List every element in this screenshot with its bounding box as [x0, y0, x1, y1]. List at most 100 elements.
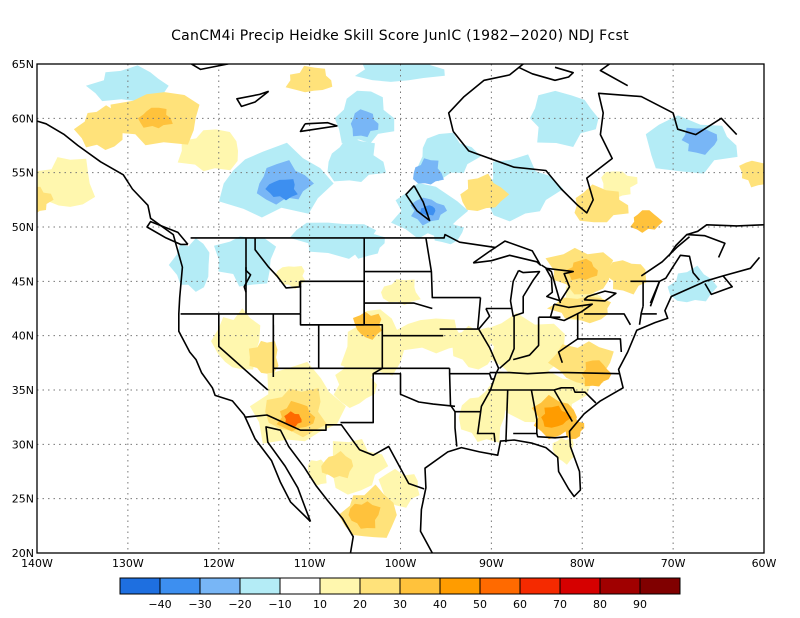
boundary-line: [299, 280, 365, 314]
colorbar-label: 90: [633, 598, 647, 611]
boundary-line: [449, 372, 495, 380]
boundary-line: [340, 367, 383, 424]
lat-tick-label: 60N: [12, 112, 34, 125]
boundary-line: [476, 308, 500, 434]
colorbar-swatch: [239, 577, 281, 595]
boundary-line: [146, 220, 189, 246]
colorbar-swatch: [159, 577, 201, 595]
colorbar-swatch: [359, 577, 401, 595]
lon-tick-label: 120W: [203, 557, 235, 570]
chart-title: CanCM4i Precip Heidke Skill Score JunIC …: [171, 28, 629, 44]
lon-tick-label: 90W: [479, 557, 504, 570]
boundary-line: [245, 414, 425, 490]
boundary-line: [488, 386, 597, 404]
axis-labels: 20N 25N 30N 35N 40N 45N 50N 55N 60N 65N 140W 130W 12…: [12, 58, 777, 570]
boundary-line: [452, 92, 738, 214]
skill-contour: [37, 157, 96, 207]
skill-contour: [547, 296, 612, 324]
lat-tick-label: 40N: [12, 330, 34, 343]
boundary-line: [722, 256, 761, 277]
colorbar-label: −10: [268, 598, 291, 611]
skill-contour: [248, 340, 279, 374]
skill-contour: [681, 127, 718, 155]
skill-contour: [378, 468, 420, 508]
boundary-line: [540, 264, 562, 304]
lat-tick-label: 65N: [12, 58, 34, 71]
lon-tick-label: 80W: [570, 557, 595, 570]
colorbar-swatch: [439, 577, 481, 595]
boundary-line: [265, 426, 355, 553]
colorbar-label: 20: [353, 598, 367, 611]
colorbar-label: 50: [473, 598, 487, 611]
boundary-line: [447, 64, 524, 132]
map-frame: [36, 63, 765, 554]
colorbar-label: 80: [593, 598, 607, 611]
lon-tick-label: 110W: [294, 557, 326, 570]
colorbar-swatch: [399, 577, 441, 595]
skill-contour: [265, 179, 298, 201]
skill-contour: [333, 358, 377, 408]
boundary-line: [599, 64, 629, 87]
boundary-line: [37, 120, 312, 523]
lat-tick-label: 30N: [12, 438, 34, 451]
colorbar-label: −40: [148, 598, 171, 611]
skill-contour: [485, 154, 564, 222]
boundary-line: [190, 233, 497, 249]
skill-contour: [574, 184, 629, 223]
colorbar-label: 10: [313, 598, 327, 611]
boundary-line: [577, 338, 623, 353]
lat-tick-label: 50N: [12, 221, 34, 234]
skill-contour: [460, 173, 510, 211]
boundary-line: [630, 254, 701, 283]
colorbar-label: 40: [433, 598, 447, 611]
skill-contour: [565, 258, 598, 281]
boundary-line: [584, 313, 632, 326]
boundary-line: [243, 237, 252, 293]
lon-tick-label: 70W: [661, 557, 686, 570]
skill-contour: [481, 313, 565, 381]
coastlines-borders: [37, 64, 764, 553]
boundary-line: [518, 66, 575, 82]
skill-field: [37, 64, 764, 538]
boundary-line: [218, 313, 269, 391]
skill-contour: [530, 90, 599, 147]
skill-contour: [37, 186, 54, 213]
skill-contour: [562, 417, 585, 439]
lon-tick-label: 130W: [112, 557, 144, 570]
lon-tick-label: 140W: [21, 557, 53, 570]
boundary-line: [505, 389, 509, 443]
boundary-line: [425, 237, 481, 299]
skill-contour: [214, 236, 277, 287]
colorbar-label: 60: [513, 598, 527, 611]
lat-tick-label: 20N: [12, 547, 34, 560]
colorbar-swatch: [599, 577, 641, 595]
lat-tick-label: 45N: [12, 275, 34, 288]
skill-contour: [168, 238, 210, 292]
skill-contour: [354, 64, 445, 82]
colorbar-swatch: [199, 577, 241, 595]
boundary-line: [472, 240, 542, 266]
colorbar-label: 30: [393, 598, 407, 611]
boundary-line: [640, 236, 691, 277]
boundary-line: [583, 290, 617, 302]
lon-tick-label: 100W: [385, 557, 417, 570]
skill-contour: [328, 439, 389, 495]
colorbar-swatch: [639, 577, 681, 595]
skill-contour: [413, 158, 444, 185]
skill-contour: [85, 65, 169, 102]
boundary-line: [509, 269, 541, 317]
skill-contour: [381, 279, 421, 306]
colorbar-swatch: [119, 577, 161, 595]
skill-contour: [285, 65, 333, 93]
skill-contour: [341, 229, 385, 259]
lat-tick-label: 35N: [12, 384, 34, 397]
boundary-line: [686, 224, 764, 236]
boundary-line: [557, 313, 579, 364]
lat-tick-label: 55N: [12, 167, 34, 180]
skill-contour: [321, 451, 354, 479]
skill-contour: [177, 129, 238, 172]
boundary-line: [373, 372, 456, 408]
colorbar-swatch: [279, 577, 321, 595]
boundary-line: [667, 233, 726, 258]
